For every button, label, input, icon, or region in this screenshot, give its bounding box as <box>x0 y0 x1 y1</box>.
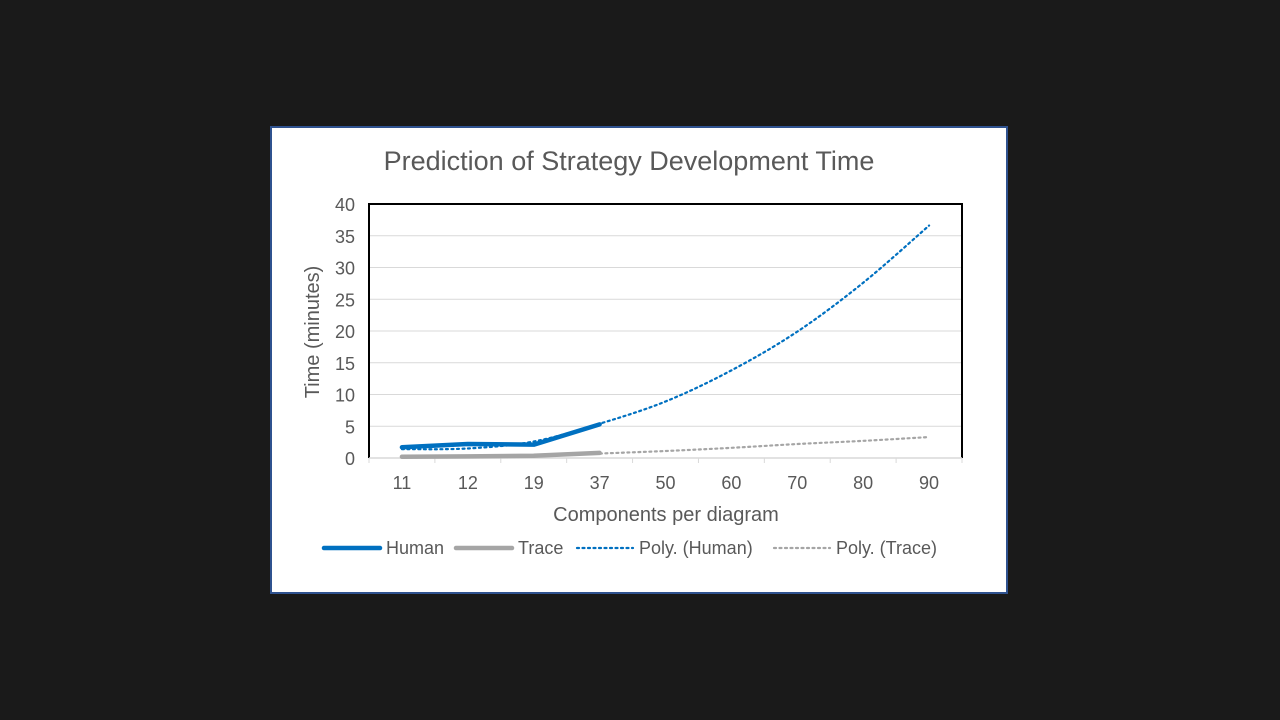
x-axis-label: Components per diagram <box>553 504 779 526</box>
legend-label: Poly. (Human) <box>639 538 753 558</box>
chart-title: Prediction of Strategy Development Time <box>384 146 875 176</box>
x-tick-label: 37 <box>590 473 610 493</box>
y-tick-label: 30 <box>335 259 355 279</box>
y-tick-label: 35 <box>335 227 355 247</box>
y-tick-label: 40 <box>335 195 355 215</box>
series-line-poly-human <box>400 224 931 451</box>
legend-label: Poly. (Trace) <box>836 538 937 558</box>
legend: Human Trace Poly. (Human) Poly. (Trace) <box>321 538 937 558</box>
x-tick-label: 19 <box>524 473 544 493</box>
x-tick-label: 11 <box>393 473 412 493</box>
legend-label: Trace <box>518 538 563 558</box>
axes <box>368 203 963 463</box>
chart-card: Prediction of Strategy Development Time … <box>270 126 1008 594</box>
x-tick-label: 90 <box>919 473 939 493</box>
x-tick-label: 50 <box>655 473 675 493</box>
y-tick-label: 0 <box>345 449 355 469</box>
series-lines <box>399 224 931 459</box>
series-line-human <box>399 422 602 450</box>
y-tick-label: 10 <box>335 386 355 406</box>
gridlines <box>369 235 962 427</box>
plot-frame <box>368 203 963 458</box>
x-tick-label: 12 <box>458 473 478 493</box>
y-tick-label: 25 <box>335 290 355 310</box>
y-tick-label: 5 <box>345 417 355 437</box>
legend-label: Human <box>386 538 444 558</box>
y-tick-label: 15 <box>335 354 355 374</box>
series-line-trace <box>399 450 602 459</box>
line-chart: Prediction of Strategy Development Time … <box>302 146 963 558</box>
y-tick-label: 20 <box>335 322 355 342</box>
tick-labels: 0 5 10 15 20 25 30 35 40 11 12 19 37 50 60 70 80 90 <box>335 195 939 493</box>
x-tick-label: 60 <box>721 473 741 493</box>
x-tick-label: 80 <box>853 473 873 493</box>
y-axis-label: Time (minutes) <box>302 266 324 399</box>
x-tick-label: 70 <box>787 473 807 493</box>
